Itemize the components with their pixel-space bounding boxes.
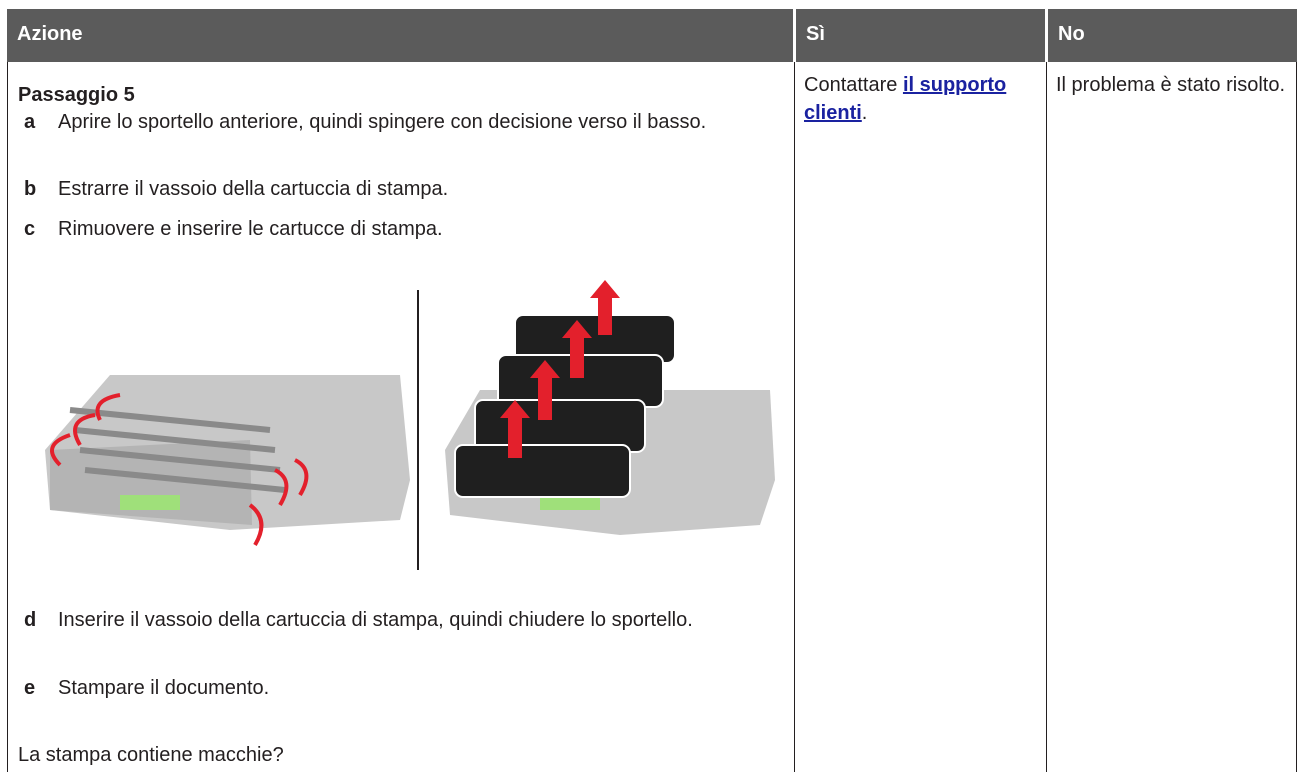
printer-left xyxy=(45,375,410,547)
step-text: Aprire lo sportello anteriore, quindi sp… xyxy=(58,111,707,133)
step-text: Inserire il vassoio della cartuccia di s… xyxy=(58,609,693,631)
question: La stampa contiene macchie? xyxy=(18,744,284,766)
border xyxy=(794,62,795,772)
header-text: No xyxy=(1058,23,1085,45)
header-cell: No xyxy=(1048,9,1297,62)
support-link[interactable]: il supporto clienti xyxy=(804,74,1007,124)
step-letter: b xyxy=(24,178,37,200)
border xyxy=(1046,62,1047,772)
printer-right xyxy=(445,280,775,535)
step-letter: c xyxy=(24,218,36,240)
step: c Rimuovere e inserire le cartucce di sta… xyxy=(24,215,784,243)
step-text: Estrarre il vassoio della cartuccia di s… xyxy=(58,178,449,200)
step-letter: a xyxy=(24,111,36,133)
yes-cell: Contattare il supporto clienti. xyxy=(804,71,1044,127)
step-letter: d xyxy=(24,609,37,631)
step-title: Passaggio 5 xyxy=(18,84,135,106)
no-cell: Il problema è stato risolto. xyxy=(1056,74,1285,96)
step-text: Rimuovere e inserire le cartucce di stam… xyxy=(58,218,443,240)
text: Contattare xyxy=(804,74,903,96)
step: a Aprire lo sportello anteriore, quindi s… xyxy=(24,108,784,136)
text: . xyxy=(861,102,868,124)
header-cell: Sì xyxy=(796,9,1045,62)
step: b Estrarre il vassoio della cartuccia di … xyxy=(24,175,784,203)
header-cell: Azione xyxy=(7,9,793,62)
step: e Stampare il documento. xyxy=(24,674,784,702)
step-letter: e xyxy=(24,677,36,699)
step: d Inserire il vassoio della cartuccia di … xyxy=(24,606,784,634)
step-text: Stampare il documento. xyxy=(58,677,270,699)
header-text: Azione xyxy=(17,23,83,45)
illustration xyxy=(45,280,775,570)
header-text: Sì xyxy=(806,23,825,45)
border xyxy=(7,62,8,772)
